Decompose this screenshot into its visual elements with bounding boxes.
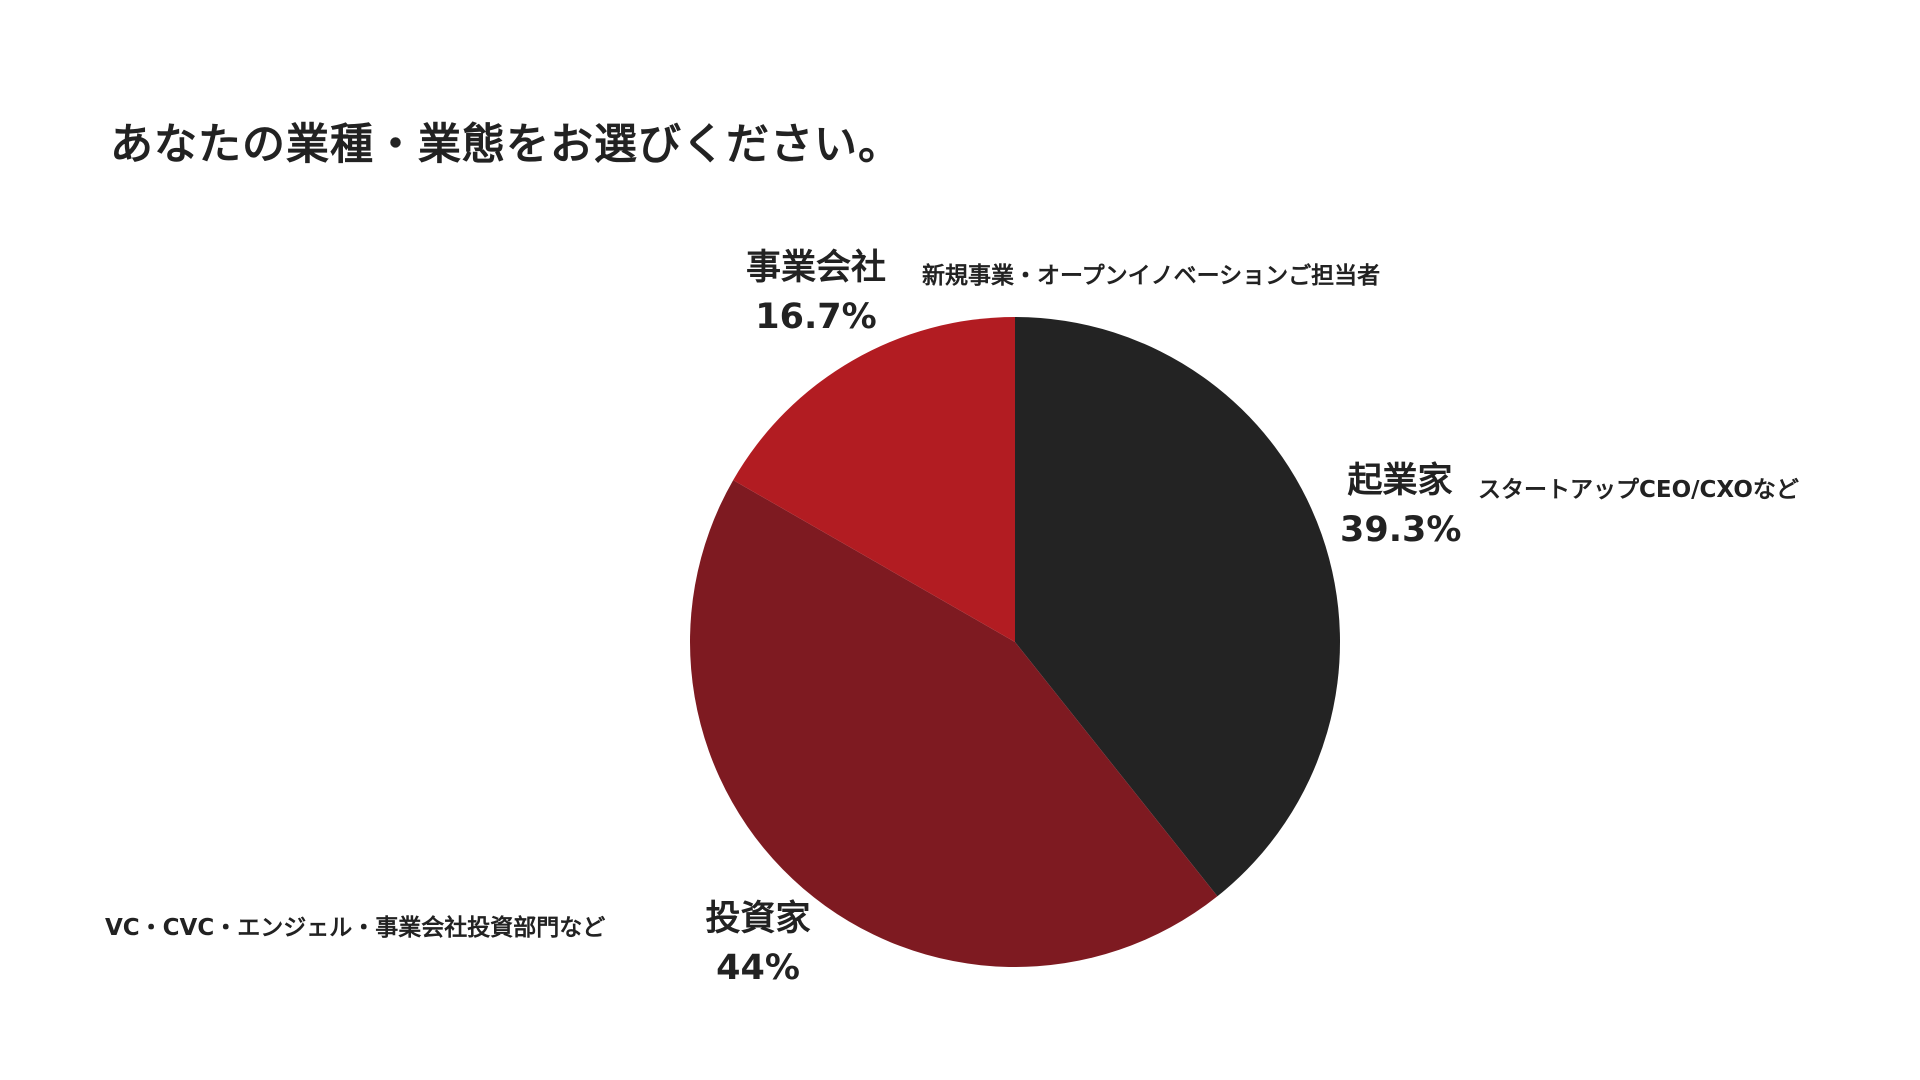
label-business-company: 事業会社 16.7% bbox=[736, 245, 896, 343]
label-entrepreneur: 起業家 39.3% bbox=[1340, 458, 1462, 556]
slice-value-entrepreneur: 39.3% bbox=[1340, 510, 1462, 550]
slice-name-business-company: 事業会社 bbox=[745, 248, 886, 288]
slice-value-business-company: 16.7% bbox=[755, 297, 877, 337]
slice-business-company bbox=[733, 317, 1015, 642]
note-business-company: 新規事業・オープンイノベーションご担当者 bbox=[922, 263, 1381, 289]
slice-entrepreneur bbox=[1015, 317, 1340, 897]
slice-name-entrepreneur: 起業家 bbox=[1347, 461, 1453, 501]
note-entrepreneur: スタートアップCEO/CXOなど bbox=[1478, 477, 1799, 503]
chart-title: あなたの業種・業態をお選びください。 bbox=[110, 120, 902, 170]
slice-name-investor: 投資家 bbox=[705, 899, 811, 939]
slice-investor bbox=[690, 480, 1218, 967]
note-investor: VC・CVC・エンジェル・事業会社投資部門など bbox=[105, 915, 606, 941]
label-investor: 投資家 44% bbox=[693, 896, 823, 994]
slice-value-investor: 44% bbox=[716, 948, 800, 988]
